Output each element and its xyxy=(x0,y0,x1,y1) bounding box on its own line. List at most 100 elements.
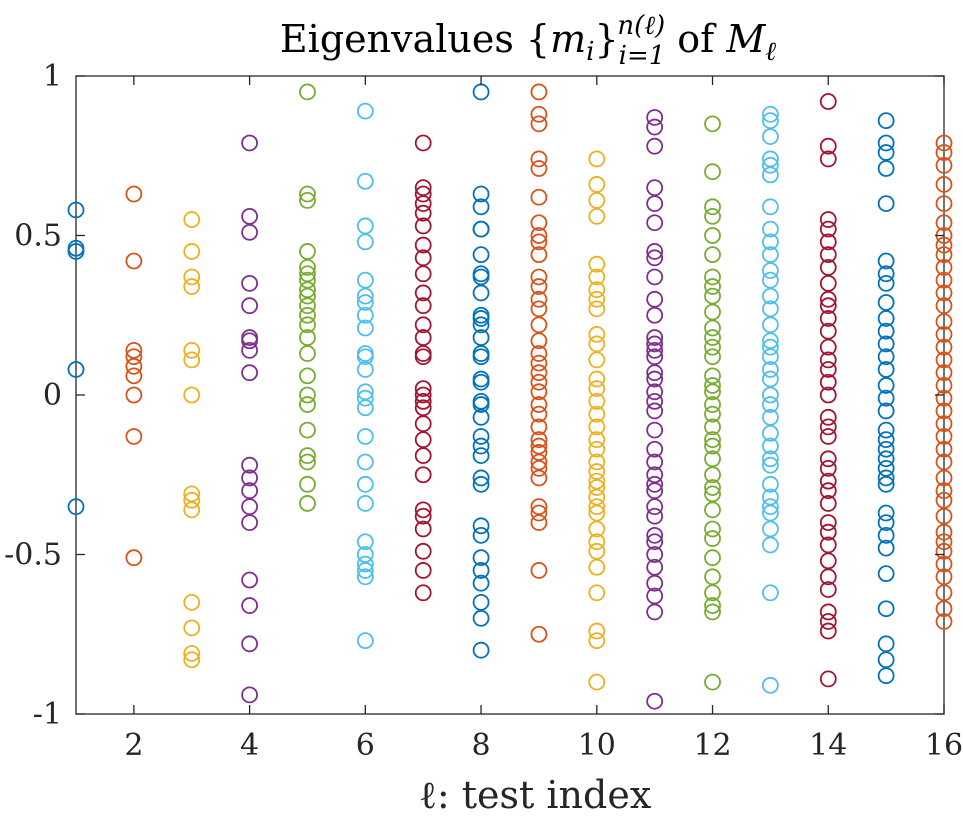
eigenvalue-point xyxy=(299,185,316,203)
eigenvalue-point xyxy=(530,354,548,372)
eigenvalue-point xyxy=(704,597,721,614)
title-matrix-sub: ℓ xyxy=(765,37,776,67)
series-index-1 xyxy=(67,201,85,516)
eigenvalue-point xyxy=(646,482,664,500)
eigenvalue-point xyxy=(241,514,259,531)
eigenvalue-point xyxy=(877,635,895,653)
eigenvalue-point xyxy=(877,335,895,353)
eigenvalue-point xyxy=(704,418,721,436)
eigenvalue-point xyxy=(183,619,201,637)
eigenvalue-point xyxy=(646,526,664,544)
eigenvalue-point xyxy=(241,332,259,350)
eigenvalue-point xyxy=(646,383,664,401)
eigenvalue-point xyxy=(704,431,721,449)
eigenvalue-point xyxy=(530,514,548,531)
eigenvalue-point xyxy=(877,348,895,366)
eigenvalue-point xyxy=(414,466,432,484)
eigenvalue-point xyxy=(935,338,953,356)
eigenvalue-point xyxy=(935,402,953,420)
eigenvalue-point xyxy=(762,220,779,238)
eigenvalue-point xyxy=(356,233,374,251)
series-index-7 xyxy=(414,134,432,602)
eigenvalue-point xyxy=(588,533,606,551)
eigenvalue-point xyxy=(472,392,490,410)
eigenvalue-point xyxy=(877,504,895,522)
eigenvalue-point xyxy=(299,453,316,471)
eigenvalue-point xyxy=(356,319,374,337)
eigenvalue-point xyxy=(762,584,779,602)
eigenvalue-point xyxy=(935,482,953,500)
eigenvalue-point xyxy=(472,641,490,659)
eigenvalue-point xyxy=(299,316,316,334)
eigenvalue-point xyxy=(819,211,837,228)
eigenvalue-point xyxy=(819,472,837,490)
eigenvalue-point xyxy=(183,278,201,295)
eigenvalue-point xyxy=(414,584,432,602)
eigenvalue-point xyxy=(819,150,837,168)
eigenvalue-point xyxy=(762,676,779,694)
eigenvalue-point xyxy=(356,475,374,493)
eigenvalue-point xyxy=(588,488,606,506)
eigenvalue-point xyxy=(762,498,779,516)
eigenvalue-point xyxy=(530,105,548,123)
eigenvalue-point xyxy=(646,533,664,551)
eigenvalue-point xyxy=(414,249,432,267)
eigenvalue-point xyxy=(299,265,316,283)
eigenvalue-point xyxy=(819,670,837,688)
eigenvalue-point xyxy=(704,530,721,547)
eigenvalue-point xyxy=(819,459,837,477)
eigenvalue-point xyxy=(704,278,721,295)
eigenvalue-point xyxy=(935,507,953,525)
eigenvalue-point xyxy=(819,495,837,512)
eigenvalue-point xyxy=(414,195,432,213)
eigenvalue-point xyxy=(588,150,606,168)
eigenvalue-point xyxy=(819,351,837,369)
eigenvalue-point xyxy=(183,386,201,404)
eigenvalue-point xyxy=(588,281,606,299)
eigenvalue-point xyxy=(646,440,664,458)
eigenvalue-point xyxy=(819,246,837,264)
series-index-6 xyxy=(356,102,374,650)
eigenvalue-point xyxy=(530,373,548,391)
eigenvalue-point xyxy=(588,558,606,576)
data-points xyxy=(67,83,953,710)
eigenvalue-point xyxy=(530,418,548,436)
eigenvalue-point xyxy=(241,134,259,152)
eigenvalue-point xyxy=(819,613,837,630)
eigenvalue-point xyxy=(356,533,374,551)
eigenvalue-point xyxy=(762,488,779,506)
eigenvalue-point xyxy=(877,539,895,557)
eigenvalue-point xyxy=(588,504,606,522)
eigenvalue-point xyxy=(472,437,490,455)
eigenvalue-point xyxy=(646,335,664,353)
eigenvalue-point xyxy=(530,160,548,177)
eigenvalue-point xyxy=(530,83,548,101)
eigenvalue-point xyxy=(935,271,953,289)
eigenvalue-point xyxy=(356,361,374,378)
eigenvalue-point xyxy=(877,195,895,213)
eigenvalue-point xyxy=(704,673,721,691)
eigenvalue-point xyxy=(472,428,490,445)
eigenvalue-point xyxy=(299,345,316,362)
x-tick-label: 6 xyxy=(356,728,375,763)
eigenvalue-point xyxy=(530,444,548,461)
eigenvalue-point xyxy=(530,562,548,579)
eigenvalue-point xyxy=(183,593,201,611)
eigenvalue-point xyxy=(125,357,143,375)
eigenvalue-point xyxy=(762,105,779,123)
eigenvalue-point xyxy=(704,584,721,602)
eigenvalue-point xyxy=(414,501,432,519)
eigenvalue-point xyxy=(762,437,779,455)
eigenvalue-point xyxy=(472,574,490,592)
eigenvalue-point xyxy=(414,386,432,404)
eigenvalue-point xyxy=(299,83,316,101)
eigenvalue-point xyxy=(299,281,316,299)
eigenvalue-point xyxy=(877,440,895,458)
eigenvalue-point xyxy=(588,472,606,490)
eigenvalue-point xyxy=(588,207,606,225)
eigenvalue-point xyxy=(877,526,895,544)
eigenvalue-point xyxy=(762,338,779,356)
eigenvalue-point xyxy=(356,172,374,190)
eigenvalue-point xyxy=(877,377,895,394)
eigenvalue-point xyxy=(704,549,721,567)
